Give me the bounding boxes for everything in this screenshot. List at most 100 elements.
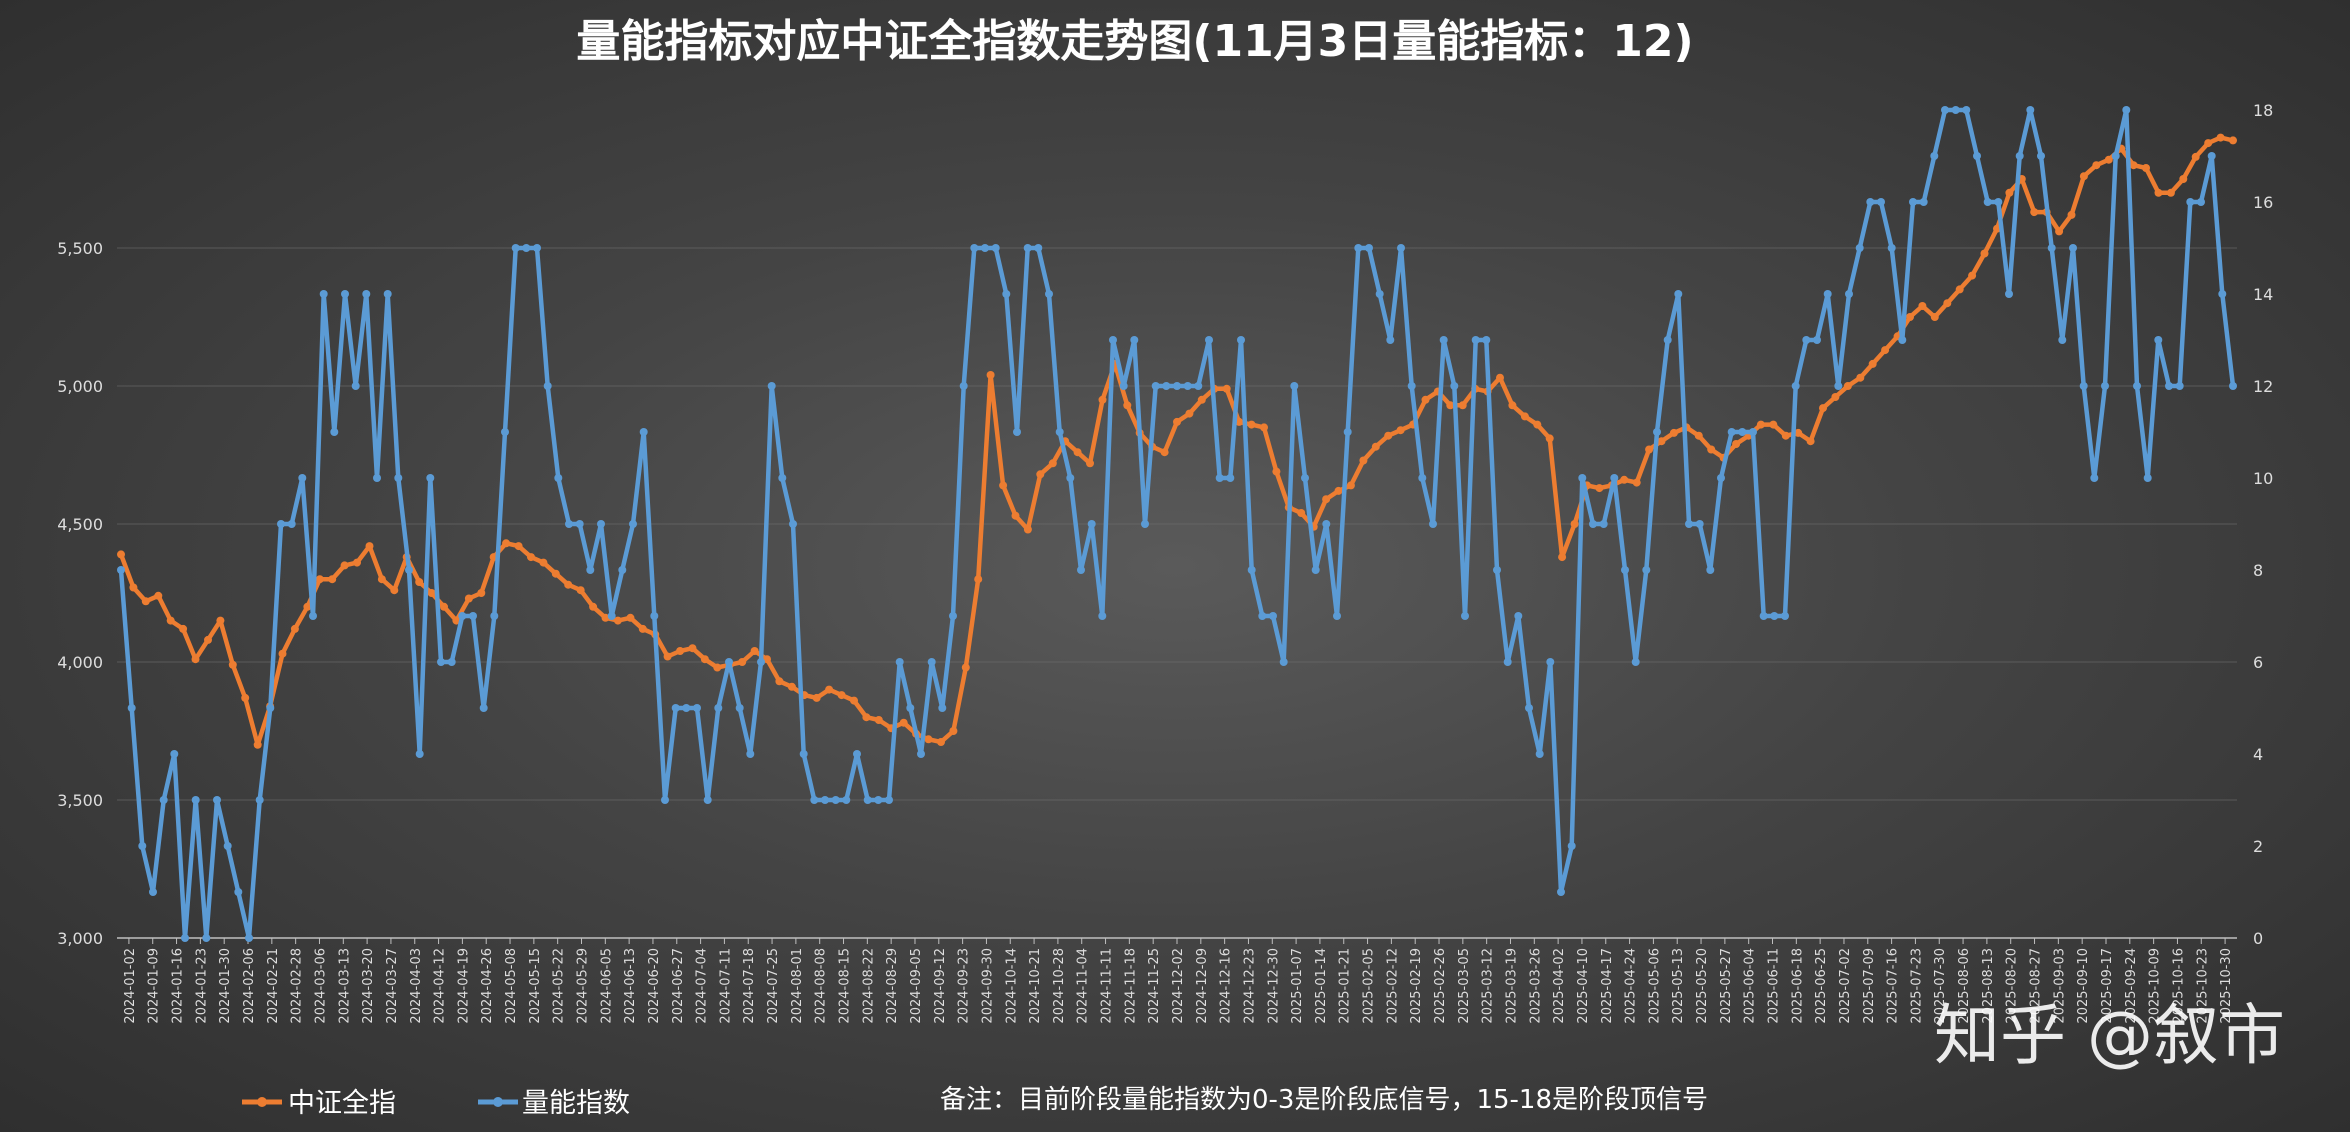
data-point bbox=[1994, 198, 2003, 206]
data-point bbox=[543, 382, 552, 390]
series-volume-index bbox=[117, 106, 2237, 942]
data-point bbox=[2218, 290, 2227, 298]
data-point bbox=[1866, 198, 1875, 206]
data-point bbox=[1365, 244, 1373, 252]
data-point bbox=[1493, 566, 1501, 574]
y-right-tick-label: 18 bbox=[2253, 101, 2273, 120]
data-point bbox=[1749, 428, 1757, 436]
data-point bbox=[1831, 393, 1840, 401]
data-point bbox=[1918, 302, 1927, 310]
data-point bbox=[1461, 612, 1469, 620]
x-tick-label: 2024-11-11 bbox=[1100, 948, 1115, 1024]
x-tick-label: 2024-10-28 bbox=[1052, 948, 1067, 1024]
data-point bbox=[938, 704, 947, 712]
data-point bbox=[223, 842, 232, 850]
data-point bbox=[1446, 401, 1455, 410]
data-point bbox=[874, 716, 883, 724]
data-point bbox=[1162, 382, 1171, 390]
data-point bbox=[1845, 290, 1853, 298]
x-tick-label: 2024-11-25 bbox=[1147, 948, 1162, 1024]
data-point bbox=[778, 474, 787, 482]
data-point bbox=[2133, 382, 2141, 390]
data-point bbox=[1073, 448, 1082, 457]
data-point bbox=[885, 796, 893, 804]
x-tick-label: 2024-08-22 bbox=[861, 948, 876, 1024]
data-point bbox=[2179, 175, 2188, 183]
data-point bbox=[166, 616, 175, 625]
data-point bbox=[2229, 382, 2237, 390]
data-point bbox=[949, 727, 958, 735]
x-tick-label: 2024-01-16 bbox=[171, 948, 186, 1024]
data-point bbox=[1769, 420, 1778, 429]
data-point bbox=[234, 888, 243, 896]
x-tick-label: 2024-12-16 bbox=[1219, 948, 1234, 1024]
data-point bbox=[663, 652, 672, 661]
x-tick-label: 2024-12-23 bbox=[1242, 948, 1257, 1024]
data-point bbox=[1707, 445, 1716, 454]
data-point bbox=[2122, 106, 2131, 114]
data-point bbox=[693, 704, 701, 712]
data-point bbox=[1496, 373, 1504, 382]
x-tick-label: 2025-09-17 bbox=[2100, 948, 2115, 1024]
data-point bbox=[245, 934, 253, 942]
data-point bbox=[1359, 456, 1368, 465]
data-point bbox=[1260, 423, 1268, 432]
data-point bbox=[551, 569, 560, 578]
x-tick-label: 2024-04-03 bbox=[409, 948, 424, 1024]
data-point bbox=[1279, 658, 1288, 666]
x-tick-label: 2024-04-12 bbox=[433, 948, 448, 1024]
data-point bbox=[2037, 152, 2045, 160]
data-point bbox=[1002, 290, 1011, 298]
y-left-tick-label: 5,500 bbox=[57, 239, 103, 258]
data-point bbox=[682, 704, 691, 712]
data-point bbox=[1791, 382, 1800, 390]
data-point bbox=[1868, 359, 1877, 368]
x-tick-label: 2025-04-17 bbox=[1600, 948, 1615, 1024]
x-tick-label: 2024-09-30 bbox=[980, 948, 995, 1024]
x-tick-label: 2024-02-06 bbox=[242, 948, 257, 1024]
data-point bbox=[1371, 442, 1380, 451]
data-point bbox=[1269, 612, 1277, 620]
data-point bbox=[1160, 448, 1169, 457]
data-point bbox=[539, 558, 548, 567]
data-point bbox=[1732, 440, 1741, 448]
x-tick-label: 2024-06-05 bbox=[599, 948, 614, 1024]
data-point bbox=[999, 481, 1008, 490]
x-tick-label: 2025-04-24 bbox=[1624, 948, 1639, 1024]
data-point bbox=[812, 693, 821, 702]
data-point bbox=[810, 796, 819, 804]
data-point bbox=[1429, 520, 1437, 528]
x-tick-label: 2024-05-15 bbox=[528, 948, 543, 1024]
data-point bbox=[1194, 382, 1203, 390]
data-point bbox=[618, 566, 627, 574]
data-point bbox=[1558, 553, 1567, 562]
data-point bbox=[365, 542, 374, 551]
data-point bbox=[1333, 612, 1341, 620]
data-point bbox=[589, 602, 598, 611]
data-point bbox=[853, 750, 861, 758]
data-point bbox=[917, 750, 925, 758]
data-point bbox=[1297, 509, 1306, 517]
data-point bbox=[202, 934, 211, 942]
data-point bbox=[394, 474, 403, 482]
data-point bbox=[1546, 658, 1555, 666]
data-point bbox=[937, 738, 945, 746]
data-point bbox=[837, 691, 846, 700]
data-point bbox=[1290, 382, 1299, 390]
data-point bbox=[1589, 520, 1597, 528]
data-point bbox=[2197, 198, 2205, 206]
data-point bbox=[1520, 412, 1529, 421]
data-point bbox=[825, 685, 834, 694]
x-tick-label: 2025-09-24 bbox=[2124, 948, 2139, 1024]
x-tick-label: 2025-09-03 bbox=[2052, 948, 2067, 1024]
data-point bbox=[2186, 198, 2195, 206]
data-point bbox=[974, 575, 983, 584]
x-tick-label: 2025-07-16 bbox=[1886, 948, 1901, 1024]
data-point bbox=[1759, 612, 1768, 620]
data-point bbox=[1141, 520, 1149, 528]
data-point bbox=[181, 934, 189, 942]
data-point bbox=[895, 658, 904, 666]
data-point bbox=[1123, 401, 1132, 410]
data-point bbox=[309, 612, 317, 620]
x-tick-label: 2025-06-11 bbox=[1767, 948, 1782, 1024]
